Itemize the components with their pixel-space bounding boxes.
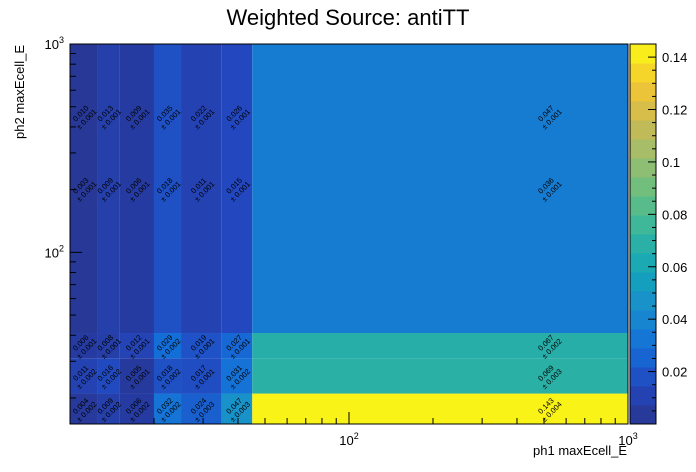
heatmap-cell	[252, 333, 629, 359]
heatmap-cell	[181, 393, 222, 424]
heatmap-cell	[153, 333, 182, 359]
x-tick-label: 103	[618, 431, 637, 448]
heatmap-cell	[181, 44, 222, 334]
color-scale-swatch	[630, 63, 656, 83]
color-scale-tick-label: 0.06	[662, 260, 687, 275]
heatmap-cell	[70, 333, 98, 359]
chart-title: Weighted Source: antiTT	[227, 5, 470, 30]
color-scale-swatch	[630, 215, 656, 235]
color-scale-swatch	[630, 158, 656, 178]
heatmap-cell	[70, 358, 98, 394]
color-scale-swatch	[630, 367, 656, 387]
color-scale-swatch	[630, 139, 656, 159]
x-tick-label: 102	[339, 431, 358, 448]
color-scale-swatch	[630, 101, 656, 121]
color-scale-swatch	[630, 329, 656, 349]
color-scale-swatch	[630, 405, 656, 425]
color-scale-swatch	[630, 196, 656, 216]
color-scale-tick-label: 0.14	[662, 50, 687, 65]
x-axis: 102 103	[69, 412, 638, 448]
y-tick-label: 103	[45, 35, 64, 52]
heatmap-cell	[153, 44, 182, 334]
color-scale-swatch	[630, 272, 656, 292]
heatmap-cell	[119, 333, 154, 359]
color-scale-swatch	[630, 386, 656, 406]
y-axis-label: ph2 maxEcell_E	[12, 45, 27, 139]
color-scale-swatch	[630, 44, 656, 64]
heatmap-cell	[119, 358, 154, 394]
y-axis: 102 103	[45, 35, 82, 399]
y-tick-label: 102	[45, 243, 64, 260]
color-scale-swatch	[630, 253, 656, 273]
color-scale-swatch	[630, 234, 656, 254]
color-scale-swatch	[630, 120, 656, 140]
color-scale-swatch	[630, 177, 656, 197]
heatmap-cell	[221, 333, 253, 359]
color-scale-bar: 0.02 0.04 0.06 0.08 0.1 0.12 0.14	[629, 43, 687, 425]
color-scale-tick-label: 0.02	[662, 365, 687, 380]
heatmap-cell	[181, 358, 222, 394]
color-scale-swatch	[630, 291, 656, 311]
heatmap-cell	[221, 393, 253, 424]
color-scale-tick-label: 0.08	[662, 207, 687, 222]
heatmap-cell	[97, 393, 120, 424]
color-scale-swatch	[630, 310, 656, 330]
heatmap-cell	[221, 44, 253, 334]
heatmap-cell	[153, 358, 182, 394]
heatmap-cells	[70, 44, 629, 424]
heatmap-cell	[181, 333, 222, 359]
color-scale-swatch	[630, 348, 656, 368]
color-scale-tick-label: 0.12	[662, 103, 687, 118]
heatmap-cell	[252, 358, 629, 394]
heatmap-cell	[70, 393, 98, 424]
color-scale-tick-label: 0.1	[662, 155, 680, 170]
x-axis-label: ph1 maxEcell_E	[533, 443, 627, 458]
heatmap-cell	[119, 44, 154, 334]
heatmap-cell	[252, 44, 629, 334]
color-scale-tick-label: 0.04	[662, 312, 687, 327]
heatmap-cell	[119, 393, 154, 424]
heatmap-cell	[97, 333, 120, 359]
heatmap-cell	[97, 44, 120, 334]
heatmap-cell	[97, 358, 120, 394]
heatmap-cell	[153, 393, 182, 424]
color-scale-swatch	[630, 82, 656, 102]
heatmap-cell	[252, 393, 629, 424]
heatmap-cell	[221, 358, 253, 394]
color-scale-frame	[629, 43, 657, 425]
